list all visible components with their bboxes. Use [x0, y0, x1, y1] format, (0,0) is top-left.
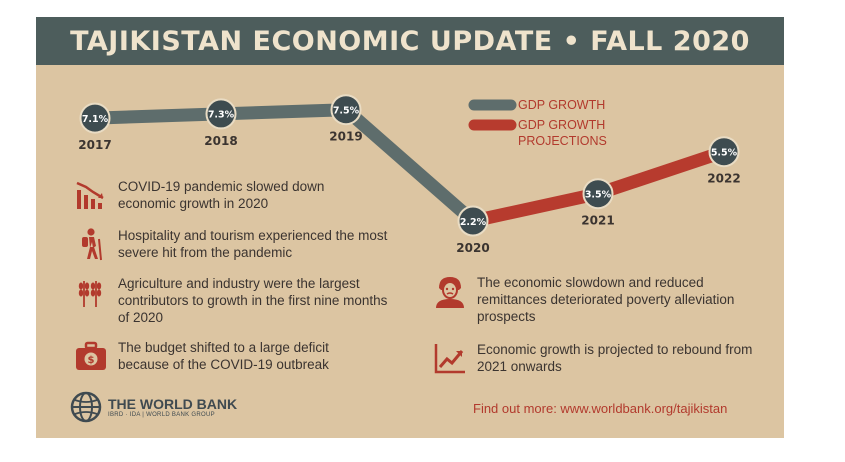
- legend-actual-label: GDP GROWTH: [518, 98, 605, 112]
- data-point-marker: [205, 98, 237, 130]
- line-chart-rising-icon: [434, 344, 465, 374]
- chart-legend: GDP GROWTH GDP GROWTH PROJECTIONS: [468, 98, 607, 148]
- fact-item: Economic growth is projected to rebound …: [433, 341, 763, 375]
- svg-text:$: $: [88, 355, 95, 366]
- x-tick-label: 2021: [581, 214, 614, 228]
- data-label: 7.3%: [208, 110, 235, 121]
- fact-item: Hospitality and tourism experienced the …: [74, 227, 394, 261]
- org-name: THE WORLD BANK: [108, 395, 238, 412]
- money-briefcase-icon: $: [76, 341, 106, 370]
- data-point-marker: [330, 94, 362, 126]
- bar-chart-decline-icon: [76, 181, 104, 209]
- data-label: 7.5%: [333, 106, 360, 117]
- data-label: 7.1%: [82, 114, 109, 125]
- fact-text: Economic growth is projected to rebound …: [477, 342, 753, 374]
- x-tick-label: 2019: [329, 130, 362, 144]
- fact-item: COVID-19 pandemic slowed down economic g…: [74, 178, 374, 212]
- x-tick-label: 2018: [204, 134, 237, 148]
- fact-text: The budget shifted to a large deficit be…: [118, 340, 329, 372]
- data-label: 2.2%: [460, 217, 487, 228]
- org-subtitle: IBRD · IDA | WORLD BANK GROUP: [108, 411, 215, 418]
- globe-icon: [70, 391, 102, 423]
- title-banner: TAJIKISTAN ECONOMIC UPDATE • FALL 2020: [36, 17, 784, 65]
- series-line-gdp-growth: [88, 103, 480, 228]
- find-out-more-link[interactable]: Find out more: www.worldbank.org/tajikis…: [473, 401, 728, 416]
- fact-text: Agriculture and industry were the larges…: [118, 276, 388, 325]
- wheat-icon: [78, 281, 102, 307]
- fact-item: Agriculture and industry were the larges…: [74, 275, 394, 326]
- x-tick-label: 2020: [456, 241, 489, 255]
- data-point-marker: [79, 102, 111, 134]
- data-point-marker: [582, 178, 614, 210]
- data-point-marker: [457, 205, 489, 237]
- data-label: 3.5%: [585, 190, 612, 201]
- legend-projection-label-line1: GDP GROWTH: [518, 118, 605, 132]
- data-point-marker: [708, 136, 740, 168]
- person-icon: [436, 277, 464, 308]
- fact-text: Hospitality and tourism experienced the …: [118, 228, 388, 260]
- fact-item: $ The budget shifted to a large deficit …: [74, 339, 374, 373]
- fact-text: COVID-19 pandemic slowed down economic g…: [118, 179, 325, 211]
- page-title: TAJIKISTAN ECONOMIC UPDATE • FALL 2020: [70, 25, 750, 57]
- gdp-growth-chart: GDP GROWTH GDP GROWTH PROJECTIONS 7.1% 20…: [78, 94, 741, 255]
- fact-text: The economic slowdown and reduced remitt…: [477, 275, 735, 324]
- hiker-icon: [82, 228, 102, 261]
- x-tick-label: 2017: [78, 138, 111, 152]
- data-label: 5.5%: [711, 148, 738, 159]
- fact-item: The economic slowdown and reduced remitt…: [433, 274, 763, 325]
- world-bank-logo: THE WORLD BANK IBRD · IDA | WORLD BANK G…: [70, 391, 237, 423]
- infographic-card: TAJIKISTAN ECONOMIC UPDATE • FALL 2020 G…: [36, 17, 784, 438]
- x-tick-label: 2022: [707, 172, 740, 186]
- legend-projection-label-line2: PROJECTIONS: [518, 134, 607, 148]
